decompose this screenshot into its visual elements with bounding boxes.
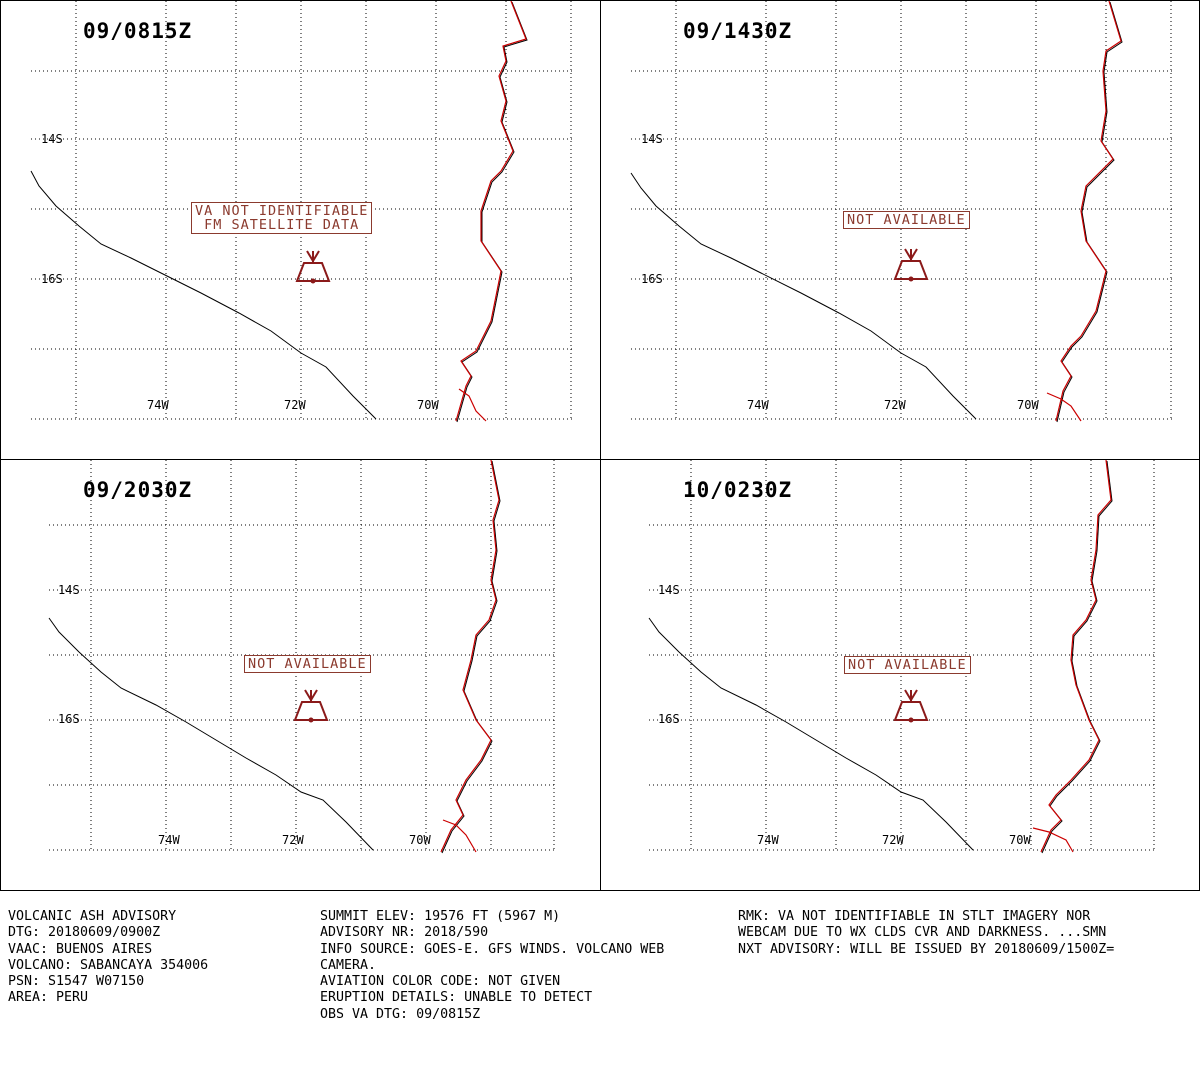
country-border-secondary: [1032, 827, 1074, 853]
advisory-details-column: SUMMIT ELEV: 19576 FT (5967 M) ADVISORY …: [320, 909, 664, 1023]
volcano-cone: [295, 262, 331, 282]
status-message-line: NOT AVAILABLE: [848, 657, 967, 673]
status-message-box: NOT AVAILABLE: [244, 655, 371, 673]
eruption-plume-line: [312, 250, 320, 262]
advisory-header-column: VOLCANIC ASH ADVISORY DTG: 20180609/0900…: [8, 909, 208, 1007]
country-border-secondary: [442, 819, 477, 853]
lat-label-14s: 14S: [641, 132, 663, 146]
country-border: [1055, 1, 1122, 422]
lon-label-70w: 70W: [1009, 833, 1031, 847]
map-panel-3: 09/2030Z 14S 16S 74W 72W 70W NOT AVAILAB…: [0, 459, 601, 891]
advisory-line: SUMMIT ELEV: 19576 FT (5967 M): [320, 909, 561, 924]
status-message-box: NOT AVAILABLE: [843, 211, 970, 229]
lon-label-74w: 74W: [158, 833, 180, 847]
panel-time-label: 09/2030Z: [83, 478, 193, 502]
advisory-line: NXT ADVISORY: WILL BE ISSUED BY 20180609…: [738, 941, 1115, 957]
advisory-remarks-column: RMK: VA NOT IDENTIFIABLE IN STLT IMAGERY…: [738, 909, 1114, 958]
lat-label-14s: 14S: [658, 583, 680, 597]
volcano-location-dot: [908, 276, 914, 282]
advisory-line: OBS VA DTG: 09/0815Z: [320, 1006, 481, 1022]
border-shadow-line: [1041, 460, 1113, 854]
map-canvas: [48, 460, 555, 854]
advisory-line: ERUPTION DETAILS: UNABLE TO DETECT: [320, 990, 593, 1006]
lon-label-70w: 70W: [1017, 398, 1039, 412]
volcano-location-dot: [908, 717, 914, 723]
lon-label-70w: 70W: [417, 398, 439, 412]
country-border: [455, 1, 527, 422]
border-shadow-line: [1056, 1, 1123, 423]
volcano-location-dot: [308, 717, 314, 723]
lon-label-74w: 74W: [757, 833, 779, 847]
advisory-line: WEBCAM DUE TO WX CLDS CVR AND DARKNESS. …: [738, 925, 1107, 941]
eruption-plume-line: [910, 689, 918, 701]
advisory-line: VAAC: BUENOS AIRES: [8, 941, 153, 957]
country-border-secondary: [1046, 392, 1082, 422]
lon-label-72w: 72W: [284, 398, 306, 412]
advisory-line: DTG: 20180609/0900Z: [8, 925, 161, 941]
eruption-plume-line: [904, 689, 912, 701]
advisory-line: PSN: S1547 W07150: [8, 974, 145, 990]
lon-label-72w: 72W: [884, 398, 906, 412]
advisory-line: RMK: VA NOT IDENTIFIABLE IN STLT IMAGERY…: [738, 909, 1091, 924]
country-border: [1040, 460, 1112, 853]
status-message-line: NOT AVAILABLE: [248, 656, 367, 672]
map-panel-1: 09/0815Z 14S 16S 74W 72W 70W VA NOT IDEN…: [0, 0, 601, 460]
volcano-icon: [893, 689, 929, 723]
advisory-line: ADVISORY NR: 2018/590: [320, 925, 489, 941]
border-shadow-line: [456, 1, 528, 423]
status-message-box: VA NOT IDENTIFIABLE FM SATELLITE DATA: [191, 202, 373, 234]
volcano-icon: [295, 250, 331, 284]
map-canvas: [648, 460, 1155, 854]
panel-time-label: 09/1430Z: [683, 19, 793, 43]
country-border-secondary: [458, 388, 487, 422]
advisory-line: INFO SOURCE: GOES-E. GFS WINDS. VOLCANO …: [320, 941, 665, 957]
lat-label-16s: 16S: [41, 272, 63, 286]
status-message-line: VA NOT IDENTIFIABLE: [195, 203, 369, 219]
panel-time-label: 09/0815Z: [83, 19, 193, 43]
eruption-plume-line: [904, 248, 912, 260]
map-canvas: [30, 1, 573, 423]
eruption-plume-line: [910, 248, 918, 260]
status-message-line: NOT AVAILABLE: [847, 212, 966, 228]
panel-time-label: 10/0230Z: [683, 478, 793, 502]
eruption-plume-line: [306, 250, 314, 262]
advisory-line: VOLCANO: SABANCAYA 354006: [8, 957, 209, 973]
volcano-cone: [893, 701, 929, 721]
status-message-box: NOT AVAILABLE: [844, 656, 971, 674]
coastline: [30, 170, 377, 420]
map-canvas: [630, 1, 1173, 423]
lat-label-16s: 16S: [641, 272, 663, 286]
volcano-location-dot: [310, 278, 316, 284]
lat-label-14s: 14S: [41, 132, 63, 146]
volcano-icon: [893, 248, 929, 282]
lat-label-16s: 16S: [58, 712, 80, 726]
lon-label-74w: 74W: [147, 398, 169, 412]
lon-label-70w: 70W: [409, 833, 431, 847]
coastline: [630, 172, 977, 420]
coastline: [48, 617, 374, 851]
eruption-plume-line: [304, 689, 312, 701]
advisory-line: VOLCANIC ASH ADVISORY: [8, 909, 177, 924]
lon-label-72w: 72W: [282, 833, 304, 847]
map-panel-2: 09/1430Z 14S 16S 74W 72W 70W NOT AVAILAB…: [600, 0, 1200, 460]
advisory-line: CAMERA.: [320, 957, 377, 973]
map-panel-4: 10/0230Z 14S 16S 74W 72W 70W NOT AVAILAB…: [600, 459, 1200, 891]
volcano-cone: [293, 701, 329, 721]
coastline: [648, 617, 974, 851]
country-border: [440, 460, 500, 853]
advisory-line: AVIATION COLOR CODE: NOT GIVEN: [320, 974, 561, 990]
lon-label-72w: 72W: [882, 833, 904, 847]
eruption-plume-line: [310, 689, 318, 701]
advisory-line: AREA: PERU: [8, 990, 89, 1006]
lat-label-14s: 14S: [58, 583, 80, 597]
volcano-cone: [893, 260, 929, 280]
volcano-icon: [293, 689, 329, 723]
lon-label-74w: 74W: [747, 398, 769, 412]
lat-label-16s: 16S: [658, 712, 680, 726]
status-message-line: FM SATELLITE DATA: [204, 217, 360, 233]
